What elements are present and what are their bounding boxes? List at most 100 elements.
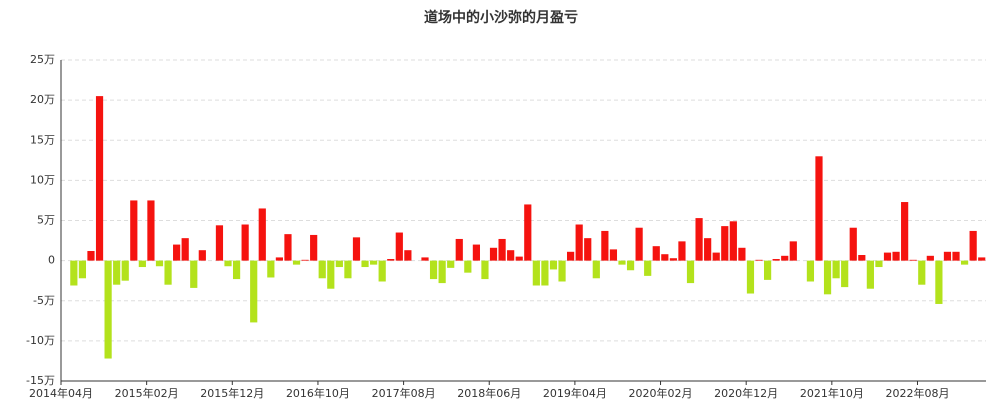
chart-title: 道场中的小沙弥的月盈亏 — [424, 9, 578, 26]
bar — [738, 247, 746, 261]
bar — [858, 255, 866, 261]
bar — [404, 250, 412, 261]
x-tick-label: 2022年08月 — [885, 386, 949, 400]
bar — [250, 260, 258, 323]
bar — [541, 260, 549, 286]
bar — [164, 260, 172, 285]
bar — [721, 226, 729, 261]
x-tick-label: 2015年12月 — [200, 386, 264, 400]
bar — [618, 260, 626, 265]
bar — [729, 221, 737, 261]
bar — [113, 260, 121, 285]
bar — [969, 230, 977, 261]
bar — [866, 260, 874, 289]
bar — [746, 260, 755, 294]
bar — [87, 250, 95, 261]
bar — [532, 260, 540, 286]
bar — [918, 260, 926, 285]
bar — [635, 227, 643, 261]
y-tick-label: 5万 — [37, 214, 55, 227]
bar — [267, 260, 275, 278]
bar — [429, 260, 438, 280]
bar — [224, 260, 232, 267]
bar — [198, 250, 206, 261]
bar — [661, 254, 669, 261]
bar — [438, 260, 446, 284]
y-tick-label: -15万 — [26, 374, 55, 387]
bar — [464, 260, 472, 273]
y-tick-label: 15万 — [30, 133, 55, 146]
bar — [421, 257, 429, 261]
bar — [755, 259, 763, 261]
bar — [558, 260, 566, 282]
bar — [686, 260, 695, 284]
bar — [601, 230, 609, 261]
x-tick-label: 2020年02月 — [629, 386, 693, 400]
bar — [901, 202, 909, 261]
bar — [95, 96, 104, 261]
bar — [764, 260, 772, 280]
bar — [455, 238, 463, 261]
bar — [284, 234, 292, 261]
x-tick-label: 2021年10月 — [800, 386, 864, 400]
bar — [378, 260, 386, 282]
x-tick-label: 2017年08月 — [372, 386, 436, 400]
y-tick-label: 20万 — [30, 93, 55, 106]
bar — [883, 252, 892, 261]
bar — [155, 260, 164, 267]
x-tick-label: 2019年04月 — [543, 386, 607, 400]
y-tick-label: 0 — [48, 254, 55, 267]
bar — [361, 260, 369, 268]
y-tick-label: 25万 — [30, 53, 55, 66]
bar — [507, 250, 515, 261]
bar — [275, 257, 283, 261]
bar — [181, 238, 189, 261]
bar — [832, 260, 840, 279]
bar — [875, 260, 883, 268]
bar — [669, 258, 677, 261]
bar — [130, 200, 138, 261]
bar — [104, 260, 112, 359]
bar — [549, 260, 558, 270]
bar — [609, 249, 618, 261]
bar — [292, 260, 301, 265]
bar — [652, 246, 660, 261]
bar — [258, 208, 266, 261]
bar — [78, 260, 87, 279]
bar — [892, 251, 900, 261]
bar — [395, 232, 403, 261]
bar — [301, 259, 309, 261]
x-tick-label: 2016年10月 — [286, 386, 350, 400]
bar — [190, 260, 198, 288]
bar — [678, 241, 686, 261]
bar — [489, 247, 498, 261]
bar — [327, 260, 335, 289]
bar — [335, 260, 343, 268]
bar — [387, 259, 395, 261]
bar — [524, 204, 532, 261]
bar — [70, 260, 78, 286]
y-tick-label: -5万 — [33, 294, 55, 307]
bar — [952, 251, 960, 261]
bar — [310, 234, 318, 261]
bar — [447, 260, 455, 268]
bar — [943, 251, 952, 261]
bar — [173, 244, 181, 261]
bar — [960, 260, 969, 265]
bar — [147, 200, 155, 261]
bar — [841, 260, 849, 288]
bar — [575, 224, 583, 261]
bar — [978, 257, 986, 261]
bar — [138, 260, 146, 268]
bar — [935, 260, 943, 304]
bar — [498, 238, 506, 261]
bar — [232, 260, 241, 280]
bar — [815, 156, 823, 261]
bar — [644, 260, 652, 276]
bar — [789, 241, 797, 261]
bar — [318, 260, 326, 279]
bar — [215, 225, 224, 261]
bar — [584, 238, 592, 261]
bar — [481, 260, 489, 280]
